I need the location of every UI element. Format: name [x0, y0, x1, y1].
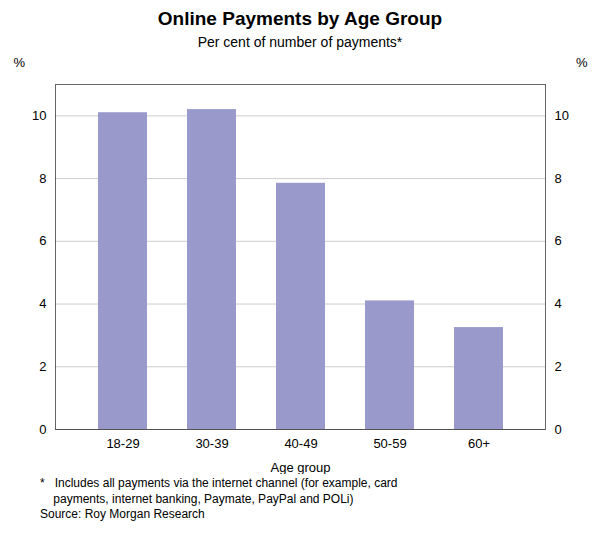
html-text:Online Payments by Age Group: Online Payments by Age Group: [157, 8, 443, 29]
svg-text:10: 10: [32, 108, 46, 123]
svg-text:6: 6: [555, 233, 562, 248]
svg-text:4: 4: [555, 296, 562, 311]
svg-text:50-59: 50-59: [373, 436, 406, 451]
svg-text:0: 0: [555, 422, 562, 437]
html-text:Per cent of number of payments: Per cent of number of payments*: [197, 34, 403, 50]
svg-text:30-39: 30-39: [195, 436, 228, 451]
svg-text:%: %: [14, 55, 26, 70]
svg-text:6: 6: [39, 233, 46, 248]
svg-text:60+: 60+: [468, 436, 490, 451]
svg-text:2: 2: [555, 359, 562, 374]
svg-text:40-49: 40-49: [284, 436, 317, 451]
svg-text:10: 10: [555, 108, 569, 123]
svg-text:%: %: [576, 55, 588, 70]
svg-text:4: 4: [39, 296, 46, 311]
svg-text:0: 0: [39, 422, 46, 437]
svg-text:8: 8: [555, 171, 562, 186]
svg-text:8: 8: [39, 171, 46, 186]
svg-text:2: 2: [39, 359, 46, 374]
svg-text:Age group: Age group: [271, 460, 331, 475]
svg-text:18-29: 18-29: [106, 436, 139, 451]
html-text:* Includes all payments via th: * Includes all payments via the internet…: [40, 476, 398, 522]
